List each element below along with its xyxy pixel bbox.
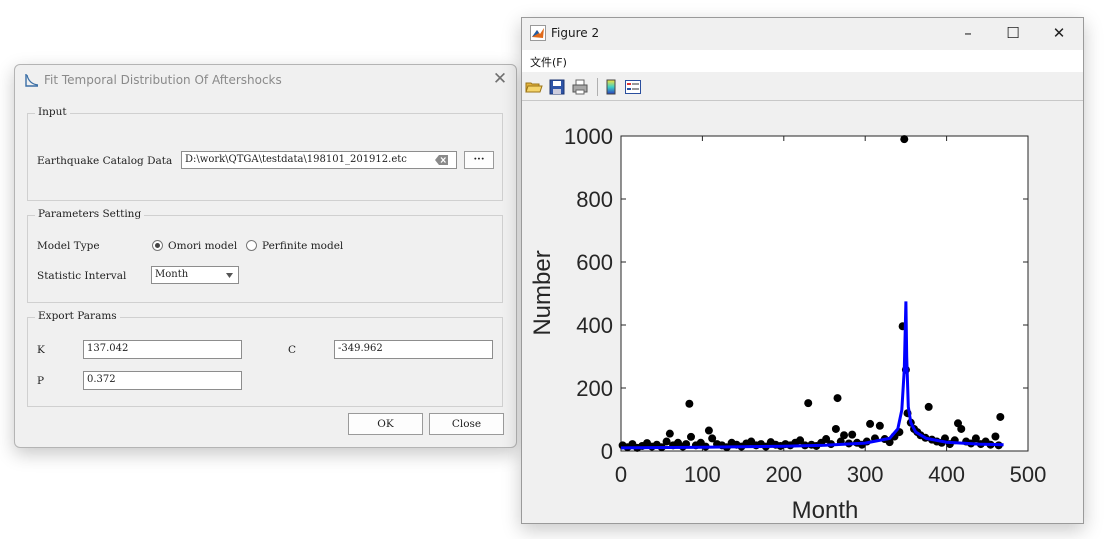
parameters-group: Parameters Setting Model Type Omori mode…: [27, 208, 503, 303]
export-group: Export Params K 137.042 C -349.962 P 0.3…: [27, 310, 503, 407]
data-point: [833, 394, 842, 403]
axes-background: [620, 135, 1029, 452]
c-field[interactable]: -349.962: [334, 340, 493, 359]
data-point: [866, 419, 875, 428]
interval-label: Statistic Interval: [37, 270, 127, 282]
fit-aftershocks-dialog: Fit Temporal Distribution Of Aftershocks…: [14, 64, 517, 448]
c-label: C: [288, 344, 297, 356]
export-group-label: Export Params: [35, 310, 120, 322]
chevron-down-icon[interactable]: [226, 273, 233, 278]
close-icon[interactable]: ✕: [1052, 24, 1066, 42]
dialog-titlebar: Fit Temporal Distribution Of Aftershocks…: [15, 65, 516, 95]
data-point: [957, 424, 966, 433]
data-point: [665, 429, 674, 438]
data-point: [971, 434, 980, 443]
close-button[interactable]: Close: [429, 413, 504, 435]
data-point: [924, 402, 933, 411]
model-type-label: Model Type: [37, 240, 100, 252]
x-tick-label: 100: [684, 462, 721, 487]
data-point: [796, 436, 805, 445]
dialog-title: Fit Temporal Distribution Of Aftershocks: [44, 73, 282, 87]
data-point: [875, 421, 884, 430]
data-point: [991, 432, 1000, 441]
data-point: [687, 432, 696, 441]
catalog-label: Earthquake Catalog Data: [37, 155, 173, 167]
legend-icon[interactable]: [624, 78, 642, 96]
k-field[interactable]: 137.042: [83, 340, 242, 359]
data-point: [685, 399, 694, 408]
parameters-group-label: Parameters Setting: [35, 208, 145, 220]
x-tick-label: 400: [928, 462, 965, 487]
k-label: K: [37, 344, 45, 356]
catalog-path-value: D:\work\QTGA\testdata\198101_201912.etc: [185, 154, 407, 165]
data-point: [996, 412, 1005, 421]
toolbar-separator: [597, 78, 598, 96]
y-tick-label: 0: [601, 439, 613, 464]
browse-button[interactable]: ···: [464, 151, 494, 169]
save-icon[interactable]: [548, 78, 566, 96]
data-point: [840, 431, 849, 440]
matlab-icon: [530, 25, 546, 41]
data-point: [804, 399, 813, 408]
x-ticks: 0 100 200 300 400 500: [615, 136, 1046, 487]
y-tick-label: 200: [576, 376, 613, 401]
y-tick-label: 400: [576, 313, 613, 338]
menu-file[interactable]: 文件(F): [530, 56, 567, 69]
input-group: Input Earthquake Catalog Data D:\work\QT…: [27, 106, 503, 201]
dialog-close-icon[interactable]: ✕: [492, 69, 508, 89]
y-tick-label: 800: [576, 187, 613, 212]
interval-select[interactable]: Month: [151, 266, 239, 284]
interval-value: Month: [155, 269, 189, 280]
fit-curve: [620, 301, 1004, 450]
data-point: [848, 430, 857, 439]
maximize-icon[interactable]: ☐: [1006, 24, 1020, 42]
x-tick-label: 200: [765, 462, 802, 487]
curve-app-icon: [25, 74, 39, 87]
omori-radio[interactable]: [152, 240, 163, 251]
figure-title: Figure 2: [551, 26, 600, 40]
figure-titlebar: Figure 2 – ☐ ✕: [522, 18, 1083, 48]
perfinite-radio-label[interactable]: Perfinite model: [262, 240, 344, 252]
x-tick-label: 300: [847, 462, 884, 487]
minimize-icon[interactable]: –: [964, 24, 972, 42]
p-field[interactable]: 0.372: [83, 371, 242, 390]
ok-button[interactable]: OK: [348, 413, 423, 435]
figure-toolbar: [522, 74, 1083, 101]
input-group-label: Input: [35, 106, 70, 118]
data-point: [708, 434, 717, 443]
y-tick-label: 600: [576, 250, 613, 275]
y-tick-label: 1000: [564, 124, 613, 149]
y-axis-label: Number: [529, 250, 556, 335]
omori-radio-label[interactable]: Omori model: [168, 240, 238, 252]
data-point: [704, 426, 713, 435]
data-point: [822, 435, 831, 444]
colorbar-icon[interactable]: [602, 78, 620, 96]
menu-bar: 文件(F): [522, 50, 1083, 72]
p-label: P: [37, 375, 45, 387]
print-icon[interactable]: [571, 78, 589, 96]
x-tick-label: 500: [1010, 462, 1047, 487]
data-point: [831, 424, 840, 433]
x-axis-label: Month: [792, 497, 859, 523]
perfinite-radio[interactable]: [246, 240, 257, 251]
plot-area: 0 200 400 600 800 1000 0 100 200 300 400 500 Month…: [522, 102, 1083, 524]
scatter-chart[interactable]: 0 200 400 600 800 1000 0 100 200 300 400 500 Month…: [522, 102, 1083, 524]
x-tick-label: 0: [615, 462, 627, 487]
open-icon[interactable]: [525, 78, 543, 96]
y-ticks: 0 200 400 600 800 1000: [564, 124, 1028, 464]
figure-window: Figure 2 – ☐ ✕ 文件(F): [521, 17, 1084, 524]
data-point: [662, 437, 671, 446]
clear-field-icon[interactable]: [435, 155, 449, 165]
catalog-path-field[interactable]: D:\work\QTGA\testdata\198101_201912.etc: [181, 151, 457, 169]
data-point: [900, 135, 909, 144]
